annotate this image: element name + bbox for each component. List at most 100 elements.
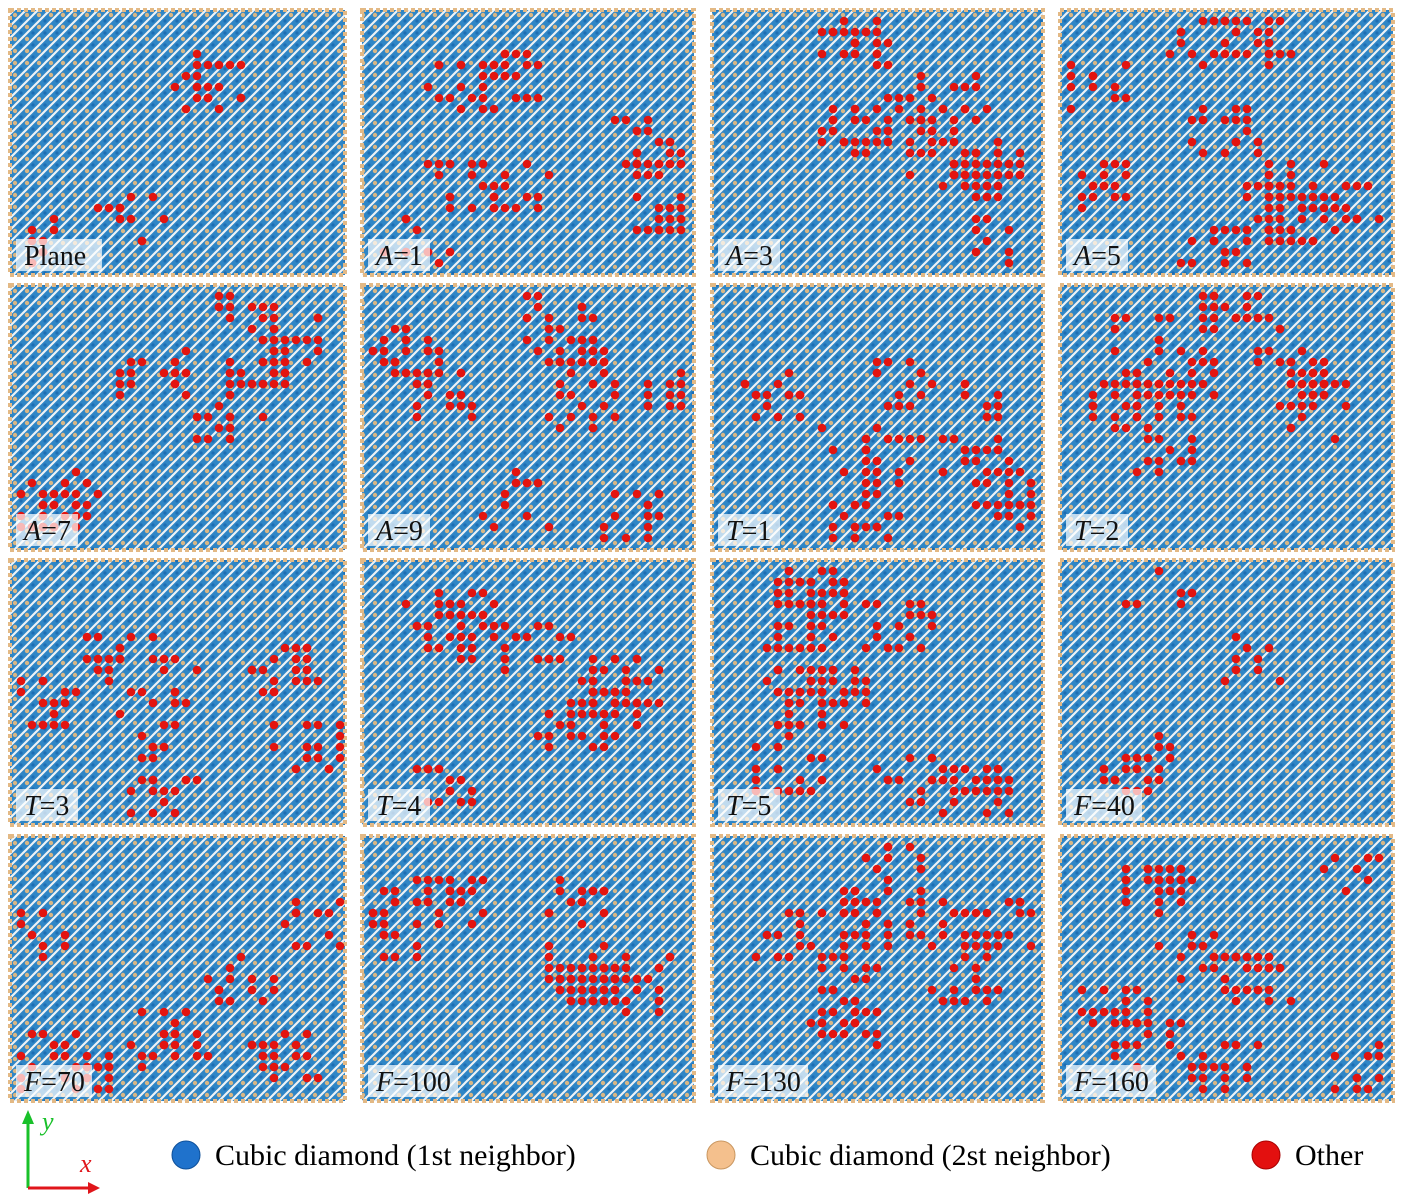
atom-other bbox=[1176, 379, 1186, 389]
atom-other bbox=[577, 963, 587, 973]
atom-other bbox=[456, 886, 466, 896]
atom-other bbox=[1088, 181, 1098, 191]
atom-other bbox=[456, 775, 466, 785]
atom-other bbox=[1374, 1051, 1384, 1061]
atom-other bbox=[632, 159, 642, 169]
atom-other bbox=[599, 941, 609, 951]
atom-other bbox=[225, 974, 235, 984]
atom-other bbox=[872, 864, 882, 874]
atom-other bbox=[1319, 357, 1329, 367]
atom-other bbox=[1110, 1018, 1120, 1028]
atom-other bbox=[1242, 115, 1252, 125]
atom-other bbox=[872, 599, 882, 609]
atom-other bbox=[1187, 456, 1197, 466]
atom-other bbox=[1176, 401, 1186, 411]
atom-other bbox=[960, 148, 970, 158]
atom-other bbox=[795, 775, 805, 785]
atom-other bbox=[379, 908, 389, 918]
atom-other bbox=[423, 82, 433, 92]
atom-other bbox=[949, 82, 959, 92]
atom-other bbox=[916, 864, 926, 874]
atom-other bbox=[861, 897, 871, 907]
atom-other bbox=[916, 104, 926, 114]
atom-other bbox=[850, 38, 860, 48]
atom-other bbox=[137, 775, 147, 785]
atom-other bbox=[883, 357, 893, 367]
atom-other bbox=[784, 952, 794, 962]
atom-other bbox=[1374, 1073, 1384, 1083]
atom-other bbox=[839, 16, 849, 26]
legend-label: Other bbox=[1295, 1139, 1363, 1172]
atom-other bbox=[148, 753, 158, 763]
axis-label-y: y bbox=[39, 1107, 54, 1136]
atom-other bbox=[544, 170, 554, 180]
atom-other bbox=[1220, 1073, 1230, 1083]
atom-other bbox=[1231, 27, 1241, 37]
atom-other bbox=[1242, 643, 1252, 653]
atom-other bbox=[1198, 1084, 1208, 1094]
atom-other bbox=[1242, 313, 1252, 323]
atom-other bbox=[467, 797, 477, 807]
atom-other bbox=[225, 423, 235, 433]
atom-other bbox=[434, 599, 444, 609]
atom-other bbox=[1121, 192, 1131, 202]
atom-other bbox=[971, 170, 981, 180]
atom-other bbox=[181, 346, 191, 356]
atom-other bbox=[445, 192, 455, 202]
atom-other bbox=[1242, 192, 1252, 202]
atom-other bbox=[1253, 963, 1263, 973]
atom-other bbox=[828, 566, 838, 576]
atom-other bbox=[599, 742, 609, 752]
atom-other bbox=[1165, 49, 1175, 59]
atom-other bbox=[489, 621, 499, 631]
atom-other bbox=[993, 390, 1003, 400]
atom-other bbox=[1165, 886, 1175, 896]
atom-other bbox=[478, 588, 488, 598]
atom-other bbox=[1121, 379, 1131, 389]
atom-other bbox=[883, 875, 893, 885]
atom-other bbox=[872, 1040, 882, 1050]
atom-other bbox=[269, 985, 279, 995]
atom-other bbox=[982, 808, 992, 818]
atom-other bbox=[806, 610, 816, 620]
atom-other bbox=[817, 709, 827, 719]
atom-other bbox=[49, 225, 59, 235]
atom-other bbox=[784, 908, 794, 918]
atom-other bbox=[104, 654, 114, 664]
atom-other bbox=[71, 1029, 81, 1039]
atom-other bbox=[817, 49, 827, 59]
atom-other bbox=[1242, 963, 1252, 973]
atom-other bbox=[269, 324, 279, 334]
atom-other bbox=[489, 632, 499, 642]
atom-other bbox=[258, 665, 268, 675]
atom-other bbox=[1220, 302, 1230, 312]
atom-other bbox=[773, 632, 783, 642]
atom-other bbox=[434, 60, 444, 70]
atom-other bbox=[1231, 313, 1241, 323]
atom-other bbox=[225, 291, 235, 301]
atom-other bbox=[1099, 181, 1109, 191]
atom-other bbox=[1088, 390, 1098, 400]
atom-other bbox=[533, 192, 543, 202]
atom-other bbox=[1231, 137, 1241, 147]
atom-other bbox=[27, 930, 37, 940]
atom-other bbox=[1099, 775, 1109, 785]
atom-other bbox=[916, 643, 926, 653]
panel-label: A=3 bbox=[724, 241, 773, 272]
atom-other bbox=[445, 247, 455, 257]
atom-other bbox=[1220, 148, 1230, 158]
atom-other bbox=[467, 203, 477, 213]
atom-other bbox=[588, 996, 598, 1006]
atom-other bbox=[1363, 875, 1373, 885]
atom-other bbox=[971, 786, 981, 796]
atom-other bbox=[423, 390, 433, 400]
atom-other bbox=[905, 115, 915, 125]
atom-other bbox=[533, 731, 543, 741]
panel: F=100 bbox=[360, 834, 696, 1103]
atom-other bbox=[445, 897, 455, 907]
panel-label-symbol: A bbox=[724, 241, 744, 272]
atom-other bbox=[269, 302, 279, 312]
atom-other bbox=[1209, 302, 1219, 312]
atom-other bbox=[1209, 324, 1219, 334]
atom-other bbox=[1275, 357, 1285, 367]
